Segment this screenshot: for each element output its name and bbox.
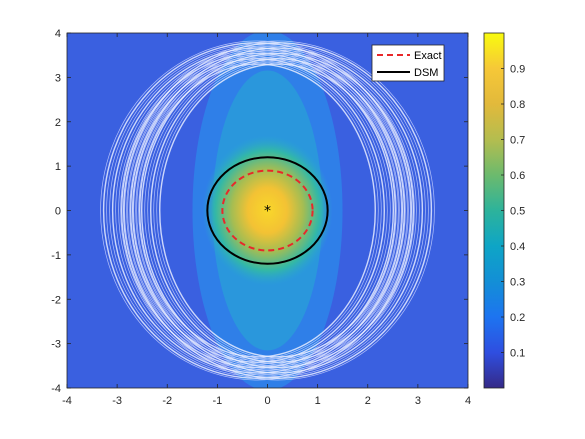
contour-ring [156,61,399,360]
contour-ring [102,42,413,379]
legend-box [371,44,445,82]
contour-ring [129,45,426,376]
contour-ring [153,60,402,361]
x-tick-label: -4 [62,395,72,407]
legend: Exact DSM [371,44,445,82]
x-tick-label: 4 [465,395,471,407]
y-tick-label: -3 [51,339,61,351]
legend-label-exact: Exact [414,50,442,62]
x-tick-label: -1 [212,395,222,407]
series-exact-boundary [221,169,314,252]
x-tick-label: 3 [415,395,421,407]
x-tick-label: 1 [315,395,321,407]
colorbar-tick-label: 0.4 [510,241,525,253]
y-tick-label: 1 [55,161,61,173]
x-tick-label: 0 [264,395,270,407]
contour-ring [122,42,433,379]
field-core [202,135,333,286]
contour-ring [144,54,411,367]
y-tick-label: 3 [55,72,61,84]
contour-ring [131,47,424,374]
x-tick-label: -3 [112,395,122,407]
colorbar-tick-label: 0.7 [510,135,525,147]
series-dsm-boundary [206,156,329,265]
colorbar-tick-label: 0.3 [510,277,525,289]
contour-ring [150,58,406,363]
colorbar-tick-label: 0.9 [510,64,525,76]
colorbar-tick-label: 0.1 [510,348,525,360]
colorbar-tick-label: 0.8 [510,99,525,111]
x-tick-label: -2 [162,395,172,407]
contour-ring [147,56,408,365]
legend-label-dsm: DSM [414,67,438,79]
contour-ring [126,44,429,377]
contour-ring [100,40,415,381]
colorbar-tick-label: 0.2 [510,312,525,324]
contour-ring [159,63,397,358]
y-tick-label: 4 [55,28,61,40]
y-tick-label: -4 [51,383,61,395]
x-tick-label: 2 [365,395,371,407]
source-marker: * [264,204,271,220]
contour-ring [135,49,420,372]
boundary-overlay: * [206,156,329,265]
contour-ring [138,51,417,370]
y-tick-label: -1 [51,250,61,262]
colorbar: 0.9 0.8 0.7 0.6 0.5 0.4 0.3 0.2 0.1 [483,32,525,389]
colorbar-tick-label: 0.5 [510,206,525,218]
contour-ring [120,40,435,381]
contour-rings [100,40,435,381]
axis-ticks: -4 -3 -2 -1 0 1 2 3 4 4 3 2 1 0 -1 -2 -3 -4 [51,28,471,407]
colorbar-tick-label: 0.6 [510,170,525,182]
contour-ring [140,52,415,369]
y-tick-label: -2 [51,294,61,306]
plot-area [67,33,468,388]
y-tick-label: 2 [55,117,61,129]
y-tick-label: 0 [55,206,61,218]
colorbar-ticks: 0.9 0.8 0.7 0.6 0.5 0.4 0.3 0.2 0.1 [501,64,525,360]
